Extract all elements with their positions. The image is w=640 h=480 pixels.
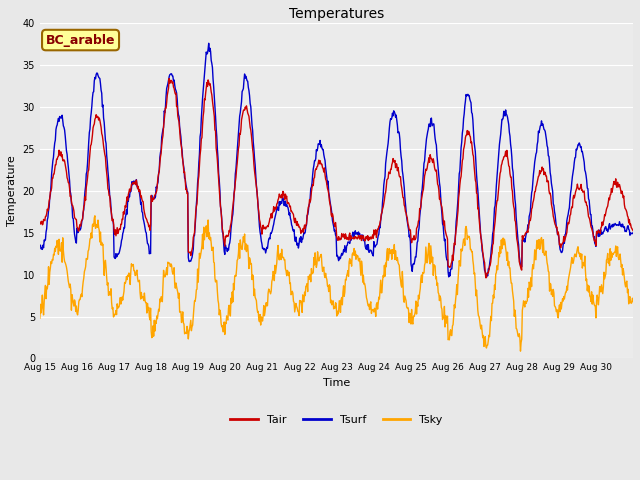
X-axis label: Time: Time	[323, 378, 350, 388]
Legend: Tair, Tsurf, Tsky: Tair, Tsurf, Tsky	[226, 411, 447, 430]
Text: BC_arable: BC_arable	[46, 34, 115, 47]
Y-axis label: Temperature: Temperature	[7, 156, 17, 227]
Title: Temperatures: Temperatures	[289, 7, 384, 21]
